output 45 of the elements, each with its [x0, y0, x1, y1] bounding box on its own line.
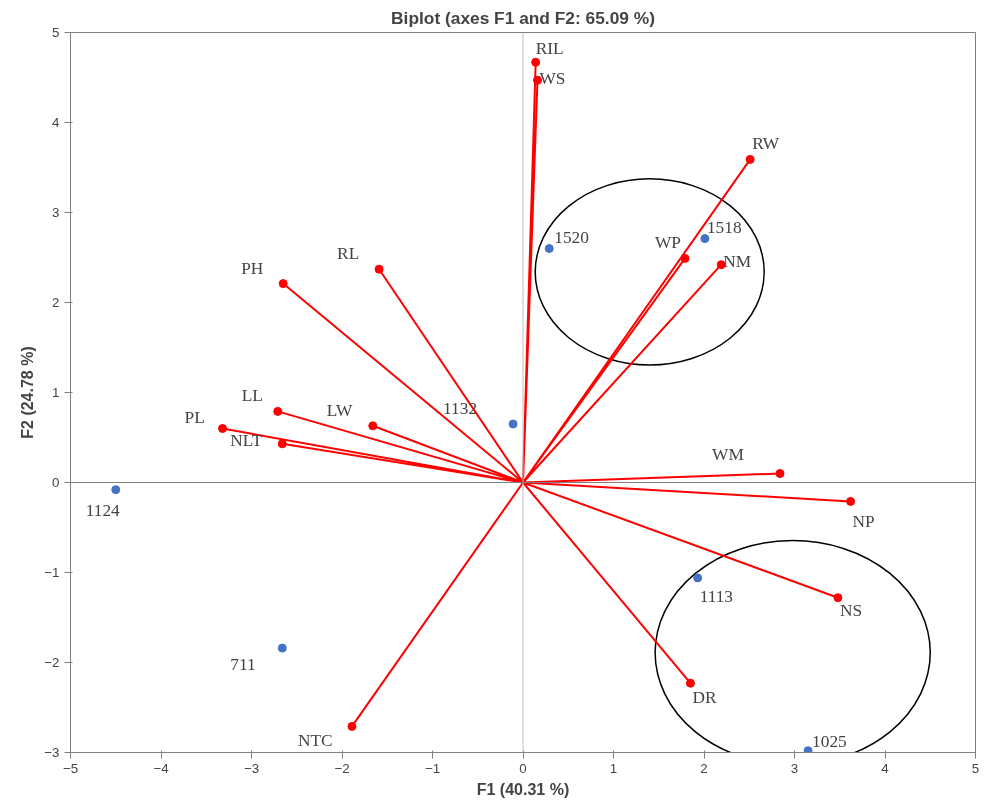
annotation: WS — [539, 69, 566, 89]
annotation: 1518 — [706, 217, 742, 237]
x-tick-label: −4 — [153, 760, 170, 776]
annotation: RIL — [535, 39, 564, 59]
annotation: PH — [241, 258, 264, 278]
annotation: 1124 — [85, 500, 121, 520]
annotation: NP — [852, 512, 875, 532]
x-tick-label: 5 — [971, 760, 980, 776]
x-tick-label: −1 — [424, 760, 441, 776]
y-tick-label: −2 — [44, 655, 60, 670]
annotation: RW — [752, 134, 780, 154]
x-tick-label: 2 — [700, 760, 708, 776]
annotation: WM — [712, 444, 744, 464]
annotation: LL — [241, 386, 263, 406]
annotation: DR — [692, 688, 717, 708]
annotation: 1520 — [554, 227, 589, 247]
x-tick-label: −3 — [243, 760, 260, 776]
x-tick-label: 4 — [881, 760, 890, 776]
x-tick-label: −2 — [334, 760, 350, 776]
annotation: NTC — [297, 731, 333, 751]
annotation: 711 — [230, 655, 256, 675]
annotation: NS — [839, 600, 863, 620]
annotation: LW — [326, 400, 354, 420]
y-tick-label: 5 — [52, 25, 60, 40]
x-tick-label: 3 — [790, 760, 799, 776]
annotation: NLT — [230, 430, 263, 450]
y-tick-label: 3 — [52, 205, 60, 220]
y-tick-label: 2 — [52, 295, 60, 310]
annotation: 1025 — [812, 731, 847, 751]
y-tick-label: 1 — [52, 385, 60, 400]
x-axis-title: F1 (40.31 %) — [476, 780, 570, 798]
y-tick-label: 0 — [52, 475, 60, 490]
y-tick-label: 4 — [52, 115, 61, 130]
annotation: WP — [654, 233, 681, 253]
annotation: NM — [723, 251, 752, 271]
x-tick-label: 0 — [519, 760, 527, 776]
x-tick-label: 1 — [609, 760, 618, 776]
y-axis-title: F2 (24.78 %) — [19, 346, 37, 439]
annotation: RL — [337, 244, 360, 264]
chart-title: Biplot (axes F1 and F2: 65.09 %) — [391, 7, 655, 28]
annotation: 1113 — [699, 586, 734, 606]
y-tick-label: −1 — [44, 565, 60, 580]
annotation: PL — [184, 407, 205, 427]
x-tick-label: −5 — [62, 760, 79, 776]
y-tick-label: −3 — [44, 745, 60, 760]
